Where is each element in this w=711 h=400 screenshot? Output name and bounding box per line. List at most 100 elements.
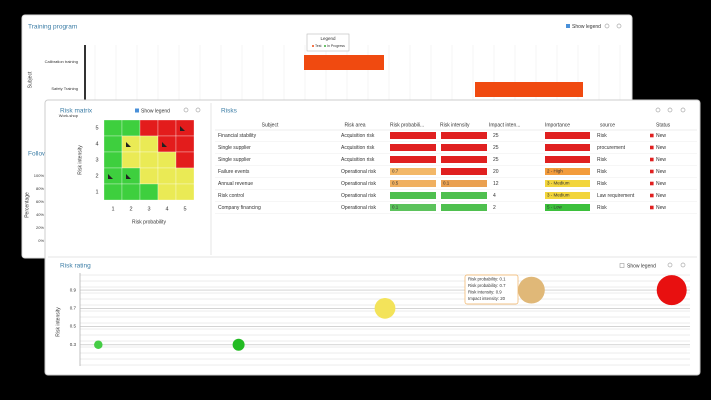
cell-area: Operational risk [341, 193, 377, 199]
value-bar [545, 204, 590, 211]
gantt-bar[interactable] [475, 82, 583, 97]
gantt-bar[interactable] [304, 55, 384, 70]
bar-label: 2 - High [547, 169, 563, 174]
status-dot [650, 157, 654, 162]
bubble[interactable] [374, 297, 396, 319]
matrix-cell[interactable] [157, 119, 177, 137]
y-tick-label: 0.3 [70, 342, 77, 347]
matrix-cell[interactable] [157, 167, 177, 185]
matrix-cell[interactable] [175, 135, 195, 153]
risk-matrix: 5 4 3 2 1 1 2 3 4 5 [95, 119, 195, 212]
matrix-cell[interactable] [175, 151, 195, 169]
cell-impact: 25 [493, 133, 499, 139]
bubble[interactable] [232, 338, 245, 351]
matrix-cell[interactable] [157, 151, 177, 169]
icon[interactable] [604, 23, 610, 29]
value-bar [390, 180, 436, 187]
icon[interactable] [667, 107, 673, 113]
matrix-cell[interactable] [121, 135, 141, 153]
status-dot [650, 181, 654, 186]
matrix-cell[interactable] [103, 183, 123, 201]
axis-label: Risk intensity [55, 307, 61, 337]
matrix-cell[interactable] [139, 119, 159, 137]
y-tick-label: 20% [36, 225, 44, 230]
value-bar [545, 144, 590, 151]
risk-marker[interactable] [108, 174, 113, 179]
row-label: Work-shop [59, 113, 79, 118]
matrix-cell[interactable] [121, 119, 141, 137]
cell-status: New [656, 181, 666, 187]
matrix-cell[interactable] [139, 183, 159, 201]
cell-area: Acquisition risk [341, 133, 375, 139]
show-legend[interactable]: Show legend [572, 24, 601, 30]
matrix-cell[interactable] [139, 135, 159, 153]
cell-area: Acquisition risk [341, 157, 375, 163]
show-legend[interactable]: Show legend [627, 263, 656, 269]
cell-status: New [656, 145, 666, 151]
y-tick-label: 3 [95, 157, 98, 163]
cell-impact: 2 [493, 205, 496, 211]
legend-title: Legend [320, 36, 336, 41]
icon[interactable] [183, 107, 189, 113]
y-tick-label: 4 [95, 141, 98, 147]
tooltip-line: Impact intensity: 20 [468, 296, 506, 301]
value-bar [390, 192, 436, 199]
x-tick-label: 3 [147, 206, 150, 212]
risk-marker[interactable] [162, 142, 167, 147]
checkbox[interactable] [619, 263, 625, 268]
value-bar [545, 168, 590, 175]
icon[interactable] [680, 262, 686, 268]
legend-dot [312, 45, 314, 47]
cell-source: Risk [597, 133, 607, 139]
y-tick-label: 0.5 [70, 324, 77, 329]
cell-subject: Company financing [218, 205, 261, 211]
matrix-cell[interactable] [139, 167, 159, 185]
matrix-cell[interactable] [103, 135, 123, 153]
bar-label: 0.1 [443, 181, 450, 186]
bubble[interactable] [517, 276, 545, 304]
matrix-cell[interactable] [157, 183, 177, 201]
risk-marker[interactable] [126, 142, 131, 147]
cell-subject: Single supplier [218, 157, 251, 163]
value-bar [390, 132, 436, 139]
cell-status: New [656, 133, 666, 139]
matrix-cell[interactable] [139, 151, 159, 169]
matrix-cell[interactable] [121, 167, 141, 185]
icon[interactable] [680, 107, 686, 113]
checkbox[interactable] [135, 108, 139, 113]
value-bar [441, 132, 487, 139]
value-bar [545, 180, 590, 187]
cell-subject: Single supplier [218, 145, 251, 151]
front-window [44, 99, 701, 376]
column-header: Impact inten... [489, 122, 520, 128]
icon[interactable] [616, 23, 622, 29]
panel-title: Risks [221, 108, 238, 115]
matrix-cell[interactable] [103, 167, 123, 185]
y-tick-label: 100% [34, 173, 45, 178]
matrix-cell[interactable] [103, 119, 123, 137]
matrix-cell[interactable] [157, 135, 177, 153]
checkbox[interactable] [566, 24, 570, 28]
row-label: Safety Training [51, 86, 78, 91]
show-legend[interactable]: Show legend [141, 108, 170, 114]
x-tick-label: 5 [183, 206, 186, 212]
value-bar [441, 156, 487, 163]
row-label: Calibration training [45, 59, 78, 64]
risk-marker[interactable] [180, 126, 185, 131]
risk-marker[interactable] [126, 174, 131, 179]
icon[interactable] [655, 107, 661, 113]
bar-label: 5 - Low [547, 205, 563, 210]
matrix-cell[interactable] [175, 119, 195, 137]
matrix-cell[interactable] [103, 151, 123, 169]
icon[interactable] [667, 262, 673, 268]
cell-status: New [656, 193, 666, 199]
matrix-cell[interactable] [121, 151, 141, 169]
icon[interactable] [195, 107, 201, 113]
cell-source: Risk [597, 181, 607, 187]
bubble[interactable] [94, 340, 103, 350]
matrix-cell[interactable] [175, 167, 195, 185]
bubble[interactable] [656, 275, 687, 306]
matrix-cell[interactable] [121, 183, 141, 201]
matrix-cell[interactable] [175, 183, 195, 201]
y-tick-label: 5 [95, 125, 98, 131]
